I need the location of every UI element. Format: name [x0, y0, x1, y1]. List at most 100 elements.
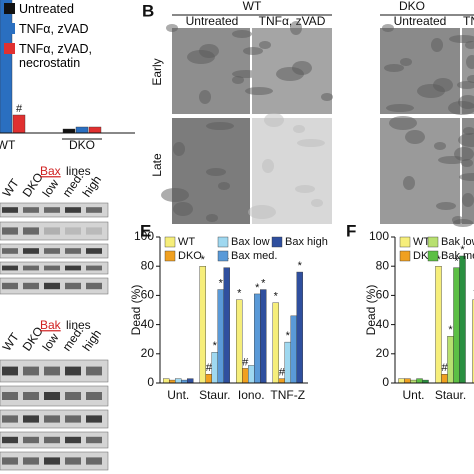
legend-label: WT — [413, 236, 430, 248]
cell-texture — [466, 55, 474, 69]
blot-band — [86, 227, 102, 235]
panel-label: B — [142, 1, 154, 20]
cell-texture — [295, 185, 315, 193]
significance-mark: * — [274, 291, 279, 303]
bar — [453, 267, 460, 384]
bar — [88, 126, 102, 134]
legend-swatch — [427, 250, 439, 262]
blot-band — [2, 392, 18, 400]
cell-texture — [458, 133, 474, 147]
lane-label: WT — [0, 176, 22, 200]
cell-texture — [264, 113, 284, 127]
blot-strip — [0, 221, 109, 241]
blot-band — [23, 392, 39, 400]
column-label: Untreated — [394, 14, 447, 28]
lane-label: WT — [0, 330, 22, 354]
cell-texture — [321, 93, 333, 101]
bar — [398, 378, 405, 384]
legend-label: Untreated — [19, 2, 74, 16]
blot-band — [65, 436, 81, 444]
y-tick-label: 0 — [147, 375, 154, 389]
blot-band — [23, 207, 39, 213]
legend-label: Bax med. — [231, 250, 277, 262]
significance-mark: * — [201, 254, 206, 266]
blot-band — [23, 366, 39, 376]
blot-band — [23, 457, 39, 465]
x-tick-label: Iono. — [238, 388, 265, 402]
bar — [254, 293, 261, 384]
cell-texture — [206, 214, 218, 222]
blot-band — [2, 265, 18, 271]
micrographs — [161, 21, 474, 227]
y-axis-label: Dead (%) — [129, 285, 143, 336]
bar — [404, 378, 411, 384]
group-label: WT — [243, 0, 262, 13]
significance-mark: * — [298, 260, 303, 272]
bar — [236, 299, 243, 384]
cell-texture — [243, 47, 263, 55]
blot-band — [44, 366, 60, 376]
panel-label: F — [346, 221, 356, 240]
cell-texture — [453, 219, 473, 227]
significance-mark: * — [255, 282, 260, 294]
y-tick-label: 100 — [369, 229, 389, 243]
blot-band — [65, 282, 81, 290]
significance-mark: * — [219, 277, 224, 289]
blot-band — [65, 265, 81, 271]
significance-mark: * — [225, 256, 230, 268]
blot-band — [2, 415, 18, 423]
legend-swatch — [4, 43, 15, 54]
cell-texture — [161, 188, 189, 202]
legend-swatch — [271, 236, 283, 248]
significance-mark: # — [206, 362, 213, 374]
legend-label: Bak med. — [441, 250, 474, 262]
legend-swatch — [427, 236, 439, 248]
legend-item: TNFα, zVAD, necrostatin — [4, 42, 116, 70]
cell-texture — [382, 24, 394, 32]
bar — [248, 365, 255, 384]
y-tick-label: 20 — [376, 346, 390, 360]
cell-texture — [262, 159, 274, 173]
significance-mark: * — [460, 244, 465, 256]
blot-band — [86, 436, 102, 444]
blot-band — [44, 207, 60, 213]
cell-texture — [199, 90, 211, 104]
bar — [175, 378, 182, 384]
significance-mark: # — [242, 356, 249, 368]
blot-band — [2, 207, 18, 213]
cell-texture — [232, 30, 252, 38]
bar — [75, 126, 89, 134]
blot-band — [2, 282, 18, 290]
cell-texture — [463, 127, 474, 135]
row-label: Late — [150, 153, 164, 177]
blot-band — [65, 207, 81, 213]
legend-swatch — [217, 250, 229, 262]
y-tick-label: 40 — [141, 317, 155, 331]
legend-label: Bax high — [285, 236, 328, 248]
bar — [447, 336, 454, 384]
legend-label: DKO — [178, 250, 202, 262]
significance-mark: * — [286, 330, 291, 342]
cell-texture — [311, 199, 323, 207]
blot-band — [23, 265, 39, 271]
significance-mark: # — [16, 103, 23, 115]
legend-swatch — [4, 23, 15, 34]
blot-band — [86, 265, 102, 271]
blot-band — [44, 415, 60, 423]
cell-texture — [384, 64, 404, 72]
bar — [472, 299, 474, 384]
cell-texture — [166, 24, 178, 32]
significance-mark: * — [448, 324, 453, 336]
y-tick-label: 40 — [376, 317, 390, 331]
significance-mark: * — [436, 254, 441, 266]
cell-texture — [465, 41, 474, 49]
bar — [211, 352, 218, 384]
cell-texture — [400, 58, 412, 66]
legend-swatch — [4, 3, 15, 14]
x-tick-label: Unt. — [167, 388, 189, 402]
bar — [416, 378, 423, 384]
micrograph — [462, 28, 474, 114]
x-tick-label: Staur. — [199, 388, 230, 402]
bar — [163, 378, 170, 384]
bar — [187, 378, 194, 384]
